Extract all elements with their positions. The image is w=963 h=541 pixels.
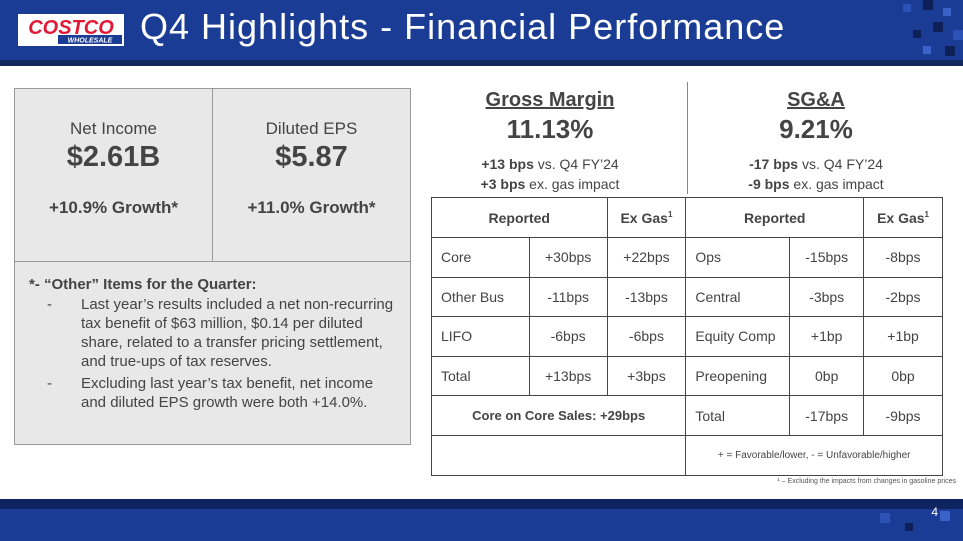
pixel-pattern [903,0,963,56]
sga-kpi: SG&A 9.21% -17 bps vs. Q4 FY’24 -9 bps e… [700,89,932,194]
cell-value: -13bps [606,276,687,318]
row-label: Preopening [685,355,791,397]
row-label: Equity Comp [685,316,791,357]
metric-value: $2.61B [66,141,161,173]
sga-notes: -17 bps vs. Q4 FY’24 -9 bps ex. gas impa… [748,156,884,192]
cell-value: +3bps [606,355,687,397]
metric-growth: +11.0% Growth* [247,198,376,217]
page-title: Q4 Highlights - Financial Performance [140,6,786,47]
table-row: + = Favorable/lower, - = Unfavorable/hig… [430,434,943,476]
table-row: Core on Core Sales: +29bps Total -17bps … [430,395,943,436]
sga-value: 9.21% [779,114,853,144]
header-bar: COSTCO WHOLESALE Q4 Highlights - Financi… [0,0,963,60]
cell-value: -6bps [528,316,608,357]
margin-sga-table: Reported Ex Gas1 Reported Ex Gas1 Core +… [430,197,943,476]
footer-pattern [0,499,963,531]
kpi-separator [687,82,688,194]
row-label: Central [685,276,791,318]
page-number: 4 [931,505,938,519]
cell-value: -17bps [789,395,865,436]
cell-value: -11bps [528,276,608,318]
note-item: - Excluding last year’s tax benefit, net … [47,375,374,411]
row-label: Total [685,395,791,436]
diluted-eps-card: Diluted EPS $5.87 +11.0% Growth* [213,89,410,261]
row-label: Core [431,237,530,278]
cell-value: -2bps [863,276,943,318]
core-on-core-cell: Core on Core Sales: +29bps [430,395,687,436]
table-header-row: Reported Ex Gas1 Reported Ex Gas1 [431,197,943,238]
cell-value: -15bps [789,237,865,278]
legend-cell: + = Favorable/lower, - = Unfavorable/hig… [685,434,943,476]
row-label: Ops [685,237,791,278]
cell-value: 0bp [863,355,943,397]
cell-value: +1bp [863,316,943,357]
table-row: Total +13bps +3bps Preopening 0bp 0bp [431,355,943,397]
row-label: LIFO [431,316,530,357]
other-items-notes: *- “Other” Items for the Quarter: - Last … [29,275,399,415]
metric-label: Net Income [70,119,157,138]
header-divider [0,60,963,66]
cell-value: +13bps [528,355,608,397]
row-label: Other Bus [431,276,530,318]
footer-bar [0,499,963,541]
table-row: Other Bus -11bps -13bps Central -3bps -2… [431,276,943,318]
sga-exgas-header: Ex Gas1 [863,197,943,238]
cell-value: +30bps [528,237,608,278]
cell-value: 0bp [789,355,865,397]
metric-growth: +10.9% Growth* [49,198,178,217]
cell-value: -8bps [863,237,943,278]
note-text: Excluding last year’s tax benefit, net i… [81,375,374,411]
footnote: ¹ – Excluding the impacts from changes i… [777,478,956,485]
net-income-card: Net Income $2.61B +10.9% Growth* [15,89,213,261]
cell-value: -6bps [606,316,687,357]
metric-label: Diluted EPS [265,119,358,138]
summary-box: Net Income $2.61B +10.9% Growth* Diluted… [14,88,411,445]
note-text: Last year’s results included a net non-r… [81,296,394,370]
cell-value: -3bps [789,276,865,318]
gross-margin-kpi: Gross Margin 11.13% +13 bps vs. Q4 FY’24… [430,89,670,194]
note-item: - Last year’s results included a net non-… [47,296,394,370]
sga-title: SG&A [787,89,845,111]
cell-value: +22bps [606,237,687,278]
gross-margin-title: Gross Margin [485,89,615,111]
sga-reported-header: Reported [685,197,865,238]
row-label: Total [431,355,530,397]
metric-value: $5.87 [275,141,348,173]
cell-value: -9bps [863,395,943,436]
notes-heading: *- “Other” Items for the Quarter: [29,276,257,293]
cell-value: +1bp [789,316,865,357]
gm-exgas-header: Ex Gas1 [606,197,687,238]
logo-text-bottom: WHOLESALE [68,38,113,45]
table-row: Core +30bps +22bps Ops -15bps -8bps [431,237,943,278]
empty-cell [430,434,687,476]
table-row: LIFO -6bps -6bps Equity Comp +1bp +1bp [431,316,943,357]
divider [15,261,410,262]
costco-logo: COSTCO WHOLESALE [18,14,124,46]
gross-margin-notes: +13 bps vs. Q4 FY’24 +3 bps ex. gas impa… [480,156,620,192]
gm-reported-header: Reported [431,197,608,238]
gross-margin-value: 11.13% [506,114,594,144]
logo-text-top: COSTCO [28,17,114,39]
